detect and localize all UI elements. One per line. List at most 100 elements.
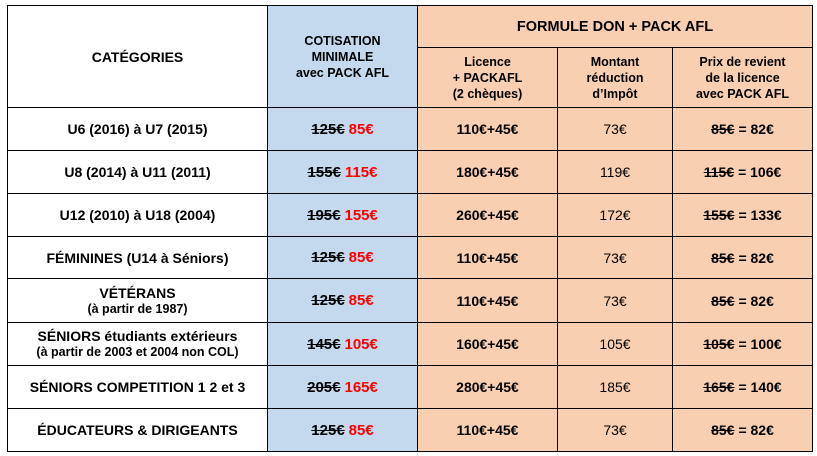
category-label: U12 (2010) à U18 (2004) bbox=[59, 207, 216, 223]
prix-old: 105€ bbox=[703, 336, 735, 352]
prix-cell: 115€ = 106€ bbox=[672, 150, 813, 194]
category-cell: U8 (2014) à U11 (2011) bbox=[7, 150, 268, 194]
licence-value: 110€+45€ bbox=[456, 249, 519, 266]
category-cell: FÉMININES (U14 à Séniors) bbox=[7, 236, 268, 279]
montant-cell: 119€ bbox=[557, 150, 673, 194]
prix-old: 155€ bbox=[703, 207, 735, 223]
header-montant-line3: d’Impôt bbox=[592, 86, 638, 101]
header-montant-line1: Montant bbox=[590, 54, 640, 69]
category-cell: SÉNIORS étudiants extérieurs (à partir de… bbox=[7, 322, 268, 366]
montant-value: 73€ bbox=[603, 121, 627, 137]
header-montant: Montant réduction d’Impôt bbox=[557, 47, 673, 108]
cotisation-cell: 125€ 85€ bbox=[267, 278, 418, 323]
category-cell: U6 (2016) à U7 (2015) bbox=[7, 107, 268, 151]
header-categories: CATÉGORIES bbox=[7, 5, 268, 108]
category-sublabel: (à partir de 1987) bbox=[87, 301, 188, 316]
licence-value: 110€+45€ bbox=[456, 121, 519, 137]
licence-value: 260€+45€ bbox=[456, 207, 519, 223]
montant-value: 73€ bbox=[603, 249, 627, 266]
table-row: SÉNIORS COMPETITION 1 2 et 3 205€ 165€ 28… bbox=[7, 365, 813, 409]
licence-value: 110€+45€ bbox=[456, 422, 519, 438]
old-price: 125€ bbox=[311, 292, 345, 309]
new-price: 115€ bbox=[344, 163, 378, 181]
montant-value: 73€ bbox=[603, 422, 627, 438]
prix-cell: 155€ = 133€ bbox=[672, 193, 813, 237]
prix-new: = 82€ bbox=[738, 292, 774, 309]
licence-value: 110€+45€ bbox=[456, 292, 519, 309]
header-montant-line2: réduction bbox=[586, 70, 644, 85]
header-formule: FORMULE DON + PACK AFL bbox=[417, 5, 813, 48]
new-price: 85€ bbox=[348, 249, 374, 266]
prix-cell: 85€ = 82€ bbox=[672, 107, 813, 151]
prix-cell: 85€ = 82€ bbox=[672, 236, 813, 279]
prix-new: = 140€ bbox=[738, 379, 782, 395]
header-licence-line3: (2 chèques) bbox=[452, 86, 523, 101]
licence-cell: 110€+45€ bbox=[417, 408, 558, 452]
prix-old: 85€ bbox=[711, 121, 735, 137]
montant-cell: 73€ bbox=[557, 107, 673, 151]
new-price: 165€ bbox=[344, 378, 378, 396]
old-price: 195€ bbox=[307, 206, 341, 224]
table-row: U12 (2010) à U18 (2004) 195€ 155€ 260€+45… bbox=[7, 193, 813, 237]
montant-cell: 172€ bbox=[557, 193, 673, 237]
header-prix-line3: avec PACK AFL bbox=[695, 86, 790, 101]
category-label: SÉNIORS COMPETITION 1 2 et 3 bbox=[29, 379, 246, 395]
montant-cell: 73€ bbox=[557, 278, 673, 323]
montant-cell: 185€ bbox=[557, 365, 673, 409]
category-label: U8 (2014) à U11 (2011) bbox=[64, 164, 211, 180]
header-licence-line1: Licence bbox=[464, 54, 511, 69]
montant-value: 172€ bbox=[599, 207, 631, 223]
montant-value: 185€ bbox=[599, 379, 631, 395]
licence-cell: 110€+45€ bbox=[417, 107, 558, 151]
prix-new: = 100€ bbox=[738, 336, 782, 352]
old-price: 125€ bbox=[311, 120, 345, 138]
licence-cell: 260€+45€ bbox=[417, 193, 558, 237]
category-cell: SÉNIORS COMPETITION 1 2 et 3 bbox=[7, 365, 268, 409]
montant-cell: 73€ bbox=[557, 408, 673, 452]
header-prix: Prix de revient de la licence avec PACK … bbox=[672, 47, 813, 108]
new-price: 85€ bbox=[348, 292, 374, 309]
table-row: VÉTÉRANS (à partir de 1987) 125€ 85€ 110€+… bbox=[7, 278, 813, 323]
licence-value: 280€+45€ bbox=[456, 379, 519, 395]
category-cell: VÉTÉRANS (à partir de 1987) bbox=[7, 278, 268, 323]
licence-cell: 110€+45€ bbox=[417, 278, 558, 323]
header-prix-line1: Prix de revient bbox=[699, 54, 786, 69]
licence-cell: 160€+45€ bbox=[417, 322, 558, 366]
prix-cell: 85€ = 82€ bbox=[672, 278, 813, 323]
old-price: 145€ bbox=[307, 335, 341, 353]
header-prix-line2: de la licence bbox=[705, 70, 780, 85]
table-row: SÉNIORS étudiants extérieurs (à partir de… bbox=[7, 322, 813, 366]
licence-value: 160€+45€ bbox=[456, 336, 519, 352]
montant-value: 73€ bbox=[603, 292, 627, 309]
prix-old: 165€ bbox=[703, 379, 735, 395]
table-row: U6 (2016) à U7 (2015) 125€ 85€ 110€+45€ 7… bbox=[7, 107, 813, 151]
prix-old: 85€ bbox=[711, 422, 735, 438]
header-cotisation-line3: avec PACK AFL bbox=[295, 65, 390, 80]
old-price: 155€ bbox=[307, 163, 341, 181]
prix-cell: 85€ = 82€ bbox=[672, 408, 813, 452]
prix-new: = 106€ bbox=[738, 164, 782, 180]
header-licence-line2: + PACKAFL bbox=[452, 70, 523, 85]
old-price: 125€ bbox=[311, 249, 345, 266]
category-label: VÉTÉRANS bbox=[99, 284, 176, 301]
category-label: SÉNIORS étudiants extérieurs bbox=[37, 328, 238, 344]
table-row: ÉDUCATEURS & DIRIGEANTS 125€ 85€ 110€+45€… bbox=[7, 408, 813, 452]
new-price: 85€ bbox=[348, 120, 374, 138]
header-cotisation-line2: MINIMALE bbox=[311, 49, 374, 64]
table-row: U8 (2014) à U11 (2011) 155€ 115€ 180€+45€… bbox=[7, 150, 813, 194]
cotisation-cell: 145€ 105€ bbox=[267, 322, 418, 366]
licence-cell: 280€+45€ bbox=[417, 365, 558, 409]
category-label: FÉMININES (U14 à Séniors) bbox=[46, 249, 229, 266]
prix-old: 85€ bbox=[711, 292, 735, 309]
prix-old: 115€ bbox=[703, 164, 735, 180]
old-price: 125€ bbox=[311, 421, 345, 439]
licence-value: 180€+45€ bbox=[456, 164, 519, 180]
header-categories-label: CATÉGORIES bbox=[91, 48, 184, 65]
licence-cell: 110€+45€ bbox=[417, 236, 558, 279]
prix-new: = 82€ bbox=[738, 422, 774, 438]
montant-value: 105€ bbox=[599, 336, 631, 352]
header-licence: Licence + PACKAFL (2 chèques) bbox=[417, 47, 558, 108]
prix-cell: 105€ = 100€ bbox=[672, 322, 813, 366]
prix-new: = 133€ bbox=[738, 207, 782, 223]
prix-new: = 82€ bbox=[738, 121, 774, 137]
